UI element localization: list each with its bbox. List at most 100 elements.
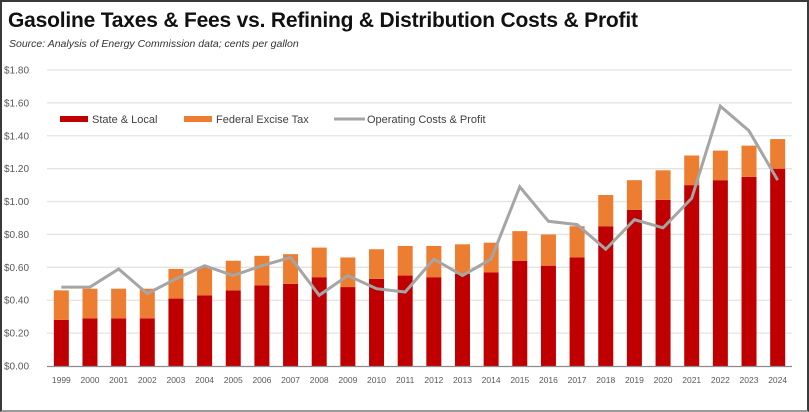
bar-state-local [655,199,671,366]
bar-state-local [770,168,786,366]
bar-state-local [598,226,614,366]
y-axis: $0.00 $0.20 $0.40 $0.60 $0.80 $1.00 $1.20 $1.40… [4,66,29,373]
legend-swatch-state-local [60,116,88,122]
bar-federal-excise-tax [82,288,98,319]
y-tick-label: $1.80 [4,66,29,77]
bar-federal-excise-tax [626,180,642,210]
bar-state-local [139,318,155,366]
legend-label-state-local: State & Local [92,114,157,126]
x-tick-label: 2009 [338,375,357,385]
y-tick-label: $1.20 [4,164,29,175]
x-tick-label: 2016 [539,375,558,385]
bar-federal-excise-tax [598,194,614,227]
x-tick-label: 2006 [252,375,271,385]
bar-federal-excise-tax [397,245,413,276]
legend-label-federal-excise-tax: Federal Excise Tax [216,114,309,126]
x-tick-label: 2013 [453,375,472,385]
y-tick-label: $1.00 [4,197,29,208]
bar-federal-excise-tax [770,139,786,169]
bar-federal-excise-tax [512,231,528,261]
x-tick-label: 2018 [596,375,615,385]
bar-federal-excise-tax [569,226,585,258]
x-axis: 1999 2000 2001 2002 2003 2004 2005 2006 2007 2008… [47,365,792,385]
y-tick-label: $1.60 [4,98,29,109]
bar-state-local [483,272,499,366]
x-tick-label: 2021 [682,375,701,385]
bar-state-local [53,319,69,366]
bar-state-local [426,277,442,366]
bar-state-local [684,185,700,366]
x-tick-label: 2019 [625,375,644,385]
bar-state-local [369,278,385,366]
chart-subtitle: Source: Analysis of Energy Commission da… [9,38,299,50]
x-tick-label: 2000 [81,375,100,385]
bar-federal-excise-tax [741,145,757,177]
x-tick-label: 2010 [367,375,386,385]
bar-state-local [540,265,556,366]
legend-label-operating-costs-profit: Operating Costs & Profit [367,114,486,126]
bar-federal-excise-tax [168,268,184,299]
bar-state-local [311,277,327,366]
bar-federal-excise-tax [340,257,356,288]
bar-state-local [712,180,728,366]
y-tick-label: $0.60 [4,263,29,274]
bar-federal-excise-tax [684,155,700,186]
bars [53,139,786,366]
bar-state-local [397,275,413,366]
x-tick-label: 2023 [740,375,759,385]
x-tick-label: 2024 [768,375,787,385]
bar-state-local [569,257,585,366]
bar-state-local [512,260,528,366]
x-tick-label: 2020 [654,375,673,385]
bar-state-local [168,298,184,366]
bar-state-local [340,287,356,366]
line-operating-costs-profit [61,103,779,298]
line-series [61,103,779,298]
gridlines [47,69,792,334]
x-tick-label: 2012 [424,375,443,385]
y-tick-label: $0.20 [4,329,29,340]
bar-federal-excise-tax [454,244,470,274]
bar-federal-excise-tax [369,249,385,279]
x-tick-label: 2014 [482,375,501,385]
bar-state-local [254,285,270,366]
x-tick-label: 2001 [109,375,128,385]
bar-federal-excise-tax [111,288,127,319]
chart-title: Gasoline Taxes & Fees vs. Refining & Dis… [8,9,638,32]
bar-state-local [626,209,642,366]
y-tick-label: $0.00 [4,362,29,373]
x-tick-label: 2007 [281,375,300,385]
bar-state-local [741,176,757,366]
bar-state-local [197,295,213,366]
bar-federal-excise-tax [139,288,155,319]
x-tick-label: 2022 [711,375,730,385]
bar-state-local [111,318,127,366]
bar-federal-excise-tax [426,245,442,278]
bar-federal-excise-tax [311,247,327,278]
bar-state-local [82,318,98,366]
x-tick-label: 2011 [396,375,415,385]
bar-state-local [283,283,299,366]
legend-swatch-federal-excise-tax [184,116,212,122]
bar-federal-excise-tax [540,234,556,266]
y-tick-label: $0.80 [4,230,29,241]
bar-federal-excise-tax [197,267,213,296]
x-tick-label: 2004 [195,375,214,385]
x-tick-label: 1999 [52,375,71,385]
y-tick-label: $1.40 [4,131,29,142]
bar-state-local [454,273,470,366]
x-tick-label: 2017 [568,375,587,385]
bar-state-local [225,290,241,366]
bar-federal-excise-tax [655,170,671,200]
x-tick-label: 2008 [310,375,329,385]
x-tick-label: 2002 [138,375,157,385]
bar-federal-excise-tax [254,255,270,286]
bar-federal-excise-tax [712,150,728,181]
legend: State & Local Federal Excise Tax Operating… [60,114,486,126]
bar-federal-excise-tax [53,290,69,320]
x-tick-label: 2015 [510,375,529,385]
x-tick-label: 2003 [166,375,185,385]
x-tick-label: 2005 [224,375,243,385]
y-tick-label: $0.40 [4,296,29,307]
